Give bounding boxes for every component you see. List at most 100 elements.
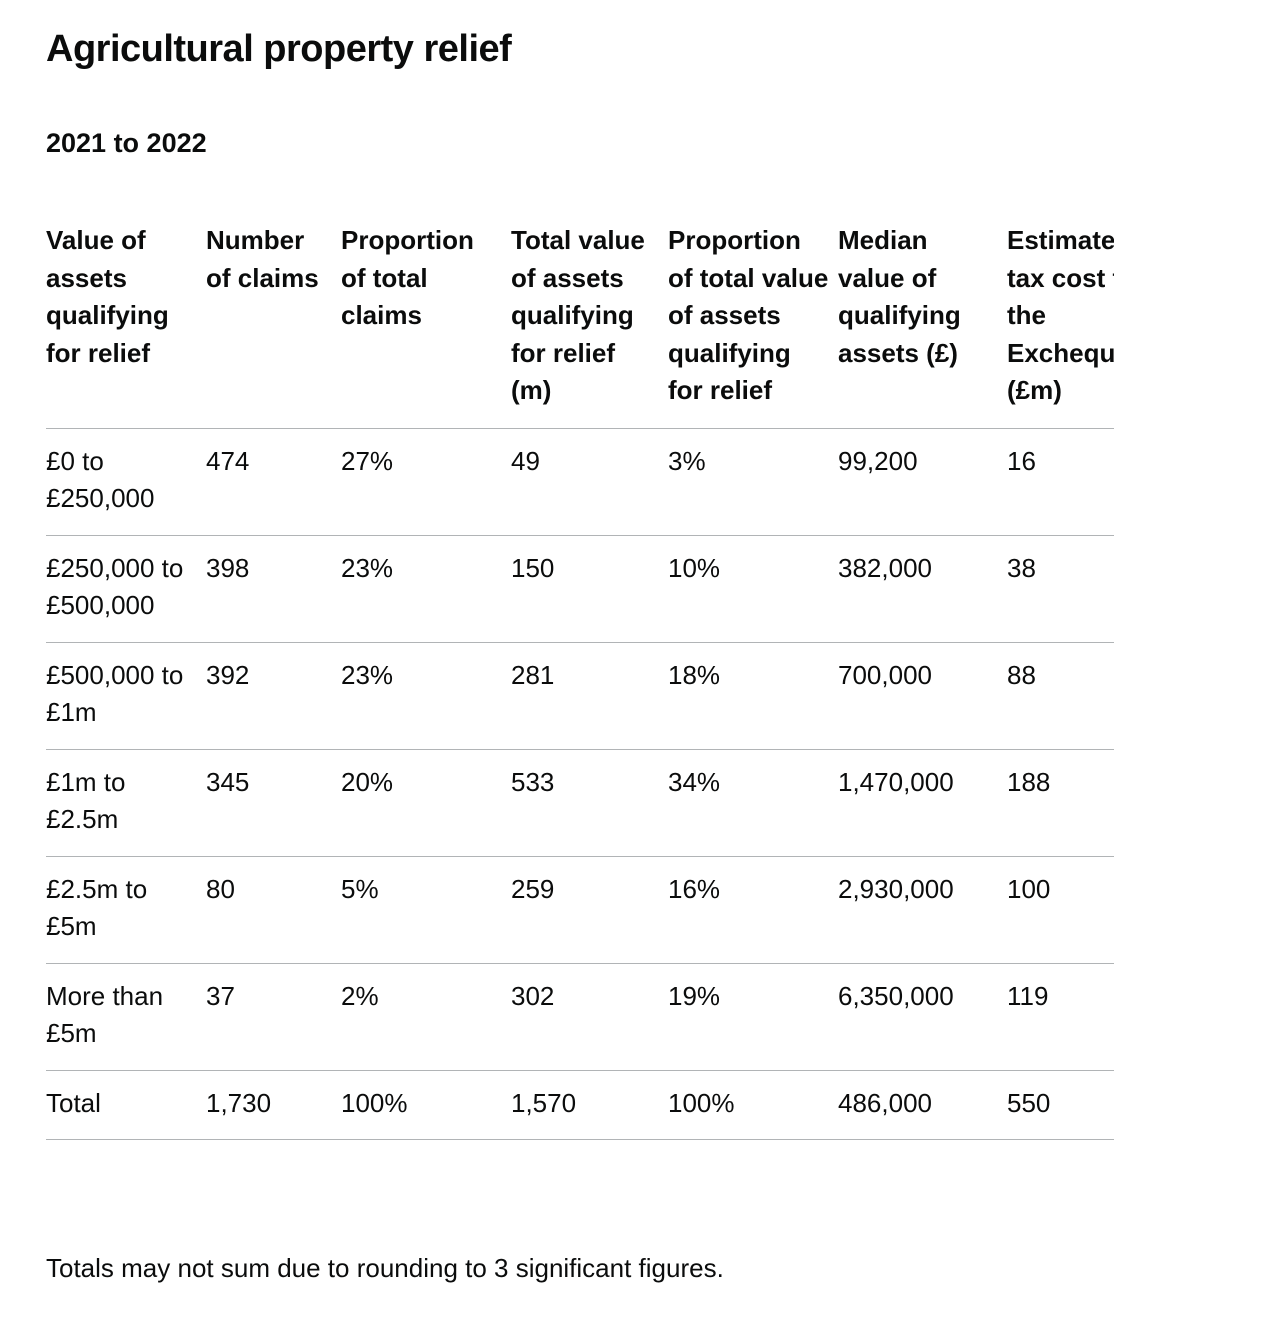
table-cell: 392 [206,642,341,750]
cell-value: 1,570 [511,1087,577,1118]
table-cell: 38 [1007,535,1114,643]
cell-value: 382,000 [838,552,932,583]
cell-value: 392 [206,659,250,690]
cell-value: 100 [1007,873,1051,904]
cell-value: 23% [341,659,394,690]
table-cell: 99,200 [838,428,1007,536]
table-cell: 27% [341,428,511,536]
cell-value: 474 [206,445,250,476]
cell-value: 100% [668,1087,735,1118]
cell-value: 119 [1007,980,1049,1011]
table-cell: 259 [511,856,668,964]
cell-value: 302 [511,980,555,1011]
table-row: £250,000 to £500,000 398 23% 150 10% 382… [46,535,1114,643]
column-header: Median value of qualifying assets (£) [838,220,1007,429]
table-header-row: Value of assets qualifying for relief Nu… [46,220,1114,429]
cell-value: 5% [341,873,379,904]
table-cell: 19% [668,963,838,1071]
table-cell: £1m to £2.5m [46,749,206,857]
table-cell: 3% [668,428,838,536]
table-cell: Total [46,1070,206,1140]
table-cell: 281 [511,642,668,750]
table-cell: £500,000 to £1m [46,642,206,750]
table-cell: 486,000 [838,1070,1007,1140]
cell-value: 10% [668,552,721,583]
column-header: Estimated tax cost to the Exchequer (£m) [1007,220,1114,429]
cell-value: 188 [1007,766,1051,797]
column-header-label: Number of claims [206,225,319,293]
table-row: More than £5m 37 2% 302 19% 6,350,000 11… [46,963,1114,1071]
cell-value: 398 [206,552,250,583]
cell-value: Total [46,1087,101,1118]
cell-value: £1m to £2.5m [46,766,126,835]
table-cell: 345 [206,749,341,857]
table-cell: 302 [511,963,668,1071]
column-header: Total value of assets qualifying for rel… [511,220,668,429]
cell-value: 16% [668,873,721,904]
table-cell: £2.5m to £5m [46,856,206,964]
table-cell: 550 [1007,1070,1114,1140]
cell-value: 88 [1007,659,1036,690]
page-title: Agricultural property relief [46,28,512,70]
table-cell: 16% [668,856,838,964]
table-cell: 37 [206,963,341,1071]
cell-value: 19% [668,980,721,1011]
table-cell: 23% [341,642,511,750]
table-cell: 6,350,000 [838,963,1007,1071]
table-cell: 382,000 [838,535,1007,643]
cell-value: 2,930,000 [838,873,954,904]
table-row: £2.5m to £5m 80 5% 259 16% 2,930,000 100 [46,856,1114,964]
table-cell: 34% [668,749,838,857]
cell-value: £2.5m to £5m [46,873,148,942]
table-cell: 700,000 [838,642,1007,750]
cell-value: 80 [206,873,235,904]
column-header-label: Proportion of total value of assets qual… [668,225,829,405]
table-cell: £250,000 to £500,000 [46,535,206,643]
cell-value: 2% [341,980,379,1011]
column-header: Value of assets qualifying for relief [46,220,206,429]
table-cell: 474 [206,428,341,536]
table-row-total: Total 1,730 100% 1,570 100% 486,000 550 [46,1070,1114,1140]
table-cell: 100% [341,1070,511,1140]
cell-value: £250,000 to £500,000 [46,552,184,621]
relief-table: Value of assets qualifying for relief Nu… [46,220,1114,1140]
column-header-label: Median value of qualifying assets (£) [838,225,961,368]
table-body: £0 to £250,000 474 27% 49 3% 99,200 16 £… [46,428,1114,1140]
cell-value: 533 [511,766,555,797]
table-cell: 20% [341,749,511,857]
column-header: Number of claims [206,220,341,429]
column-header: Proportion of total claims [341,220,511,429]
table-cell: 80 [206,856,341,964]
column-header-label: Value of assets qualifying for relief [46,225,169,368]
cell-value: 99,200 [838,445,918,476]
cell-value: 3% [668,445,706,476]
cell-value: 18% [668,659,721,690]
table-period-heading: 2021 to 2022 [46,128,207,158]
table-cell: 88 [1007,642,1114,750]
table-cell: 100 [1007,856,1114,964]
table-cell: 2% [341,963,511,1071]
table-cell: 10% [668,535,838,643]
cell-value: More than £5m [46,980,164,1049]
cell-value: 37 [206,980,235,1011]
table-cell: 533 [511,749,668,857]
cell-value: 16 [1007,445,1036,476]
cell-value: £0 to £250,000 [46,445,155,514]
cell-value: 49 [511,445,540,476]
cell-value: 281 [511,659,555,690]
cell-value: 27% [341,445,394,476]
column-header: Proportion of total value of assets qual… [668,220,838,429]
cell-value: 34% [668,766,721,797]
table-row: £0 to £250,000 474 27% 49 3% 99,200 16 [46,428,1114,536]
column-header-label: Estimated tax cost to the Exchequer (£m) [1007,225,1114,405]
table-cell: 398 [206,535,341,643]
table-cell: 188 [1007,749,1114,857]
cell-value: 20% [341,766,394,797]
column-header-label: Total value of assets qualifying for rel… [511,225,645,405]
cell-value: 345 [206,766,250,797]
table-cell: £0 to £250,000 [46,428,206,536]
table-scroll-container[interactable]: Value of assets qualifying for relief Nu… [46,220,1114,1140]
table-cell: 18% [668,642,838,750]
table-cell: 119 [1007,963,1114,1071]
cell-value: 6,350,000 [838,980,954,1011]
